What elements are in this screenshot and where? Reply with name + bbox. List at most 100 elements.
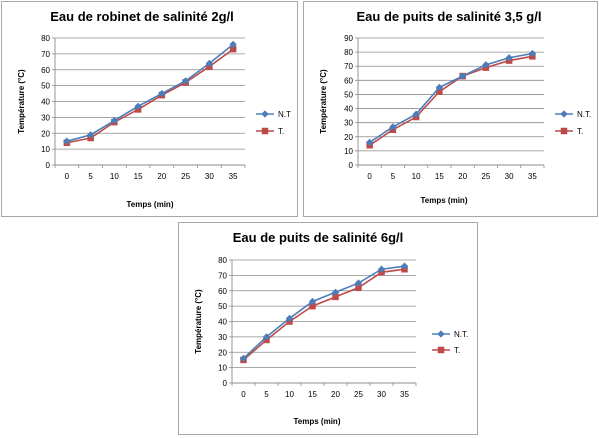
data-point-nt [458,72,467,80]
x-tick-labels: 0 5 10 15 20 25 30 35 [357,165,545,181]
series-line-nt [369,52,533,144]
x-tick-label: 10 [110,172,119,181]
y-tick-label: 10 [344,147,353,156]
data-point-nt [205,59,214,68]
y-tick-label: 70 [344,62,353,71]
y-tick-label: 40 [218,318,227,327]
chart-title: Eau de puits de salinité 3,5 g/l [357,9,542,24]
data-point-nt [134,102,142,111]
gridlines [355,37,544,166]
legend-label-t: T. [454,346,460,355]
x-tick-label: 35 [528,172,537,181]
y-tick-label: 60 [41,66,50,75]
x-tick-label: 0 [241,390,246,399]
legend-marker-nt [437,330,445,338]
x-tick-label: 30 [205,172,214,181]
y-tick-label: 0 [349,161,354,170]
legend-marker-nt [261,110,269,118]
y-axis-label: Température (°C) [319,69,328,134]
x-tick-labels: 0 5 10 15 20 25 30 35 [231,383,417,399]
x-tick-label: 10 [285,390,294,399]
series-nt [239,262,409,363]
y-tick-label: 90 [344,34,353,43]
y-tick-label: 30 [218,333,227,342]
legend-label-nt: N.T. [577,110,591,119]
legend-label-nt: N.T [278,110,291,119]
y-tick-label: 20 [344,133,353,142]
x-axis-label: Temps (min) [127,200,174,209]
x-axis-label: Temps (min) [421,196,468,205]
chart-svg-puits-6gl: Eau de puits de salinité 6g/l01020304050… [194,230,468,426]
y-tick-label: 80 [218,256,227,265]
x-tick-labels: 0 5 10 15 20 25 30 35 [54,165,246,181]
x-tick-label: 25 [481,172,490,181]
y-tick-label: 50 [218,302,227,311]
y-tick-label: 70 [41,50,50,59]
x-tick-label: 0 [367,172,372,181]
y-tick-label: 50 [344,90,353,99]
data-point-nt [435,83,444,92]
y-tick-label: 60 [344,76,353,85]
x-tick-label: 35 [400,390,409,399]
data-point-nt [308,297,317,306]
series-line-t [369,55,533,146]
x-tick-label: 0 [65,172,70,181]
legend-marker-nt [560,110,568,118]
chart-title: Eau de robinet de salinité 2g/l [50,9,234,24]
gridlines [52,37,245,166]
series-nt [63,40,237,145]
series-t [240,265,408,364]
y-tick-label: 10 [218,364,227,373]
data-point-nt [63,137,71,145]
series-nt [365,49,537,147]
y-tick-label: 0 [46,161,51,170]
y-axis-label: Température (°C) [17,69,26,134]
x-tick-label: 5 [391,172,396,181]
x-tick-label: 15 [134,172,143,181]
legend-marker-t [437,346,445,354]
data-point-nt [239,354,248,363]
data-point-nt [262,333,271,341]
legend-label-nt: N.T. [454,330,468,339]
x-tick-label: 5 [88,172,93,181]
data-point-nt [181,77,190,85]
chart-svg-robinet-2gl: Eau de robinet de salinité 2g/l 0 10 20 30 40… [17,9,291,209]
legend: N.T T. [256,110,291,136]
data-point-nt [482,61,490,69]
legend: N.T. T. [432,330,468,355]
y-axis-label: Température (°C) [194,289,203,354]
legend-marker-t [560,127,568,135]
x-axis-label: Temps (min) [294,417,341,426]
data-point-nt [412,110,420,118]
y-tick-label: 60 [218,287,227,296]
y-tick-label: 80 [41,34,50,43]
legend-label-t: T. [577,127,583,136]
data-point-nt [86,131,95,139]
series-line-t [66,48,234,144]
data-point-nt [331,288,340,297]
data-point-nt [377,265,386,273]
y-tick-label: 40 [344,105,353,114]
x-tick-label: 20 [458,172,467,181]
data-point-nt [110,116,119,125]
series-line-nt [242,265,405,359]
y-tick-labels: 0 10 20 30 40 50 60 70 80 [218,256,227,388]
x-tick-label: 25 [354,390,363,399]
y-tick-label: 30 [41,113,50,122]
data-point-nt [354,279,363,287]
y-tick-label: 0 [223,379,228,388]
chart-panel-puits-6gl: Eau de puits de salinité 6g/l 0 10 20 30 40 50… [178,222,478,435]
chart-panel-robinet-2gl: Eau de robinet de salinité 2g/l 0 10 20 30 40… [1,1,298,217]
y-tick-label: 80 [344,48,353,57]
x-tick-label: 10 [412,172,421,181]
legend-marker-t [261,127,269,135]
data-point-nt [365,138,374,147]
data-point-nt [285,314,294,323]
chart-svg-puits-3-5gl: Eau de puits de salinité 3,5 g/l 0 10 20 30 4… [319,9,591,205]
y-tick-label: 20 [218,348,227,357]
y-tick-label: 10 [41,145,50,154]
x-tick-label: 15 [435,172,444,181]
y-tick-labels: 0 10 20 30 40 50 60 70 80 90 [344,34,353,170]
data-point-nt [400,262,409,270]
legend-label-t: T. [278,127,284,136]
